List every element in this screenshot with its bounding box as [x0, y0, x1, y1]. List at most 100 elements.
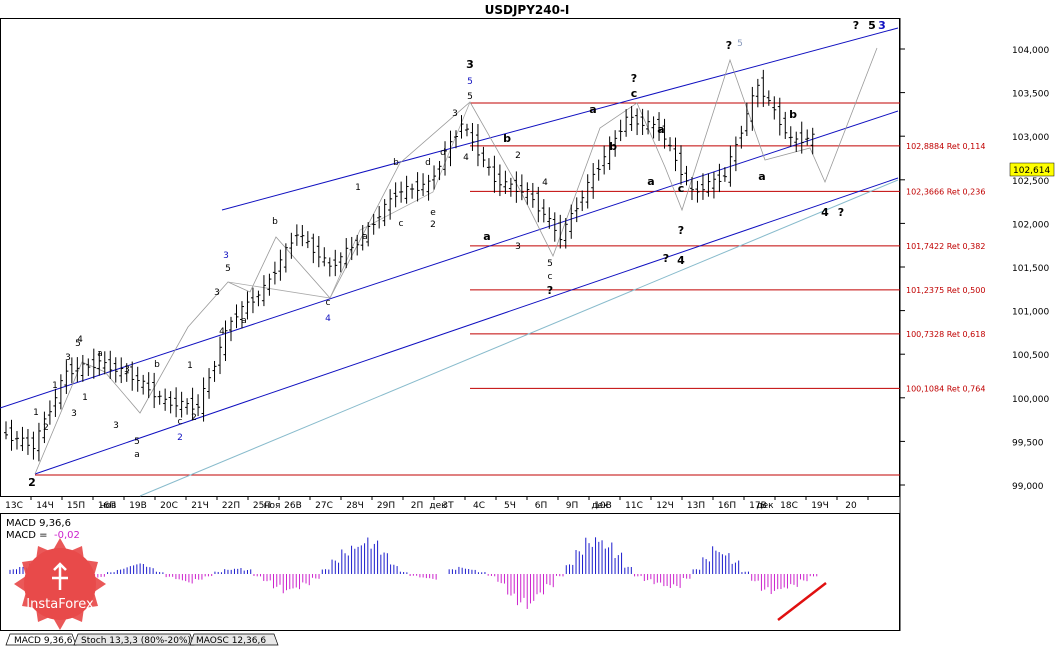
wave-label: 5 [225, 264, 231, 274]
wave-label: 2 [43, 423, 49, 433]
instaforex-logo: InstaForex [14, 538, 106, 630]
wave-label: ? [678, 224, 684, 237]
wave-label: 2 [430, 220, 436, 230]
price-tick-label: 103,000 [1012, 133, 1049, 143]
month-label: ноя [264, 501, 281, 511]
price-tick-label: 99,500 [1012, 438, 1044, 448]
wave-label: b [272, 217, 278, 227]
price-axis: 104,000 103,500 103,000 102,500 102,000 101,5… [900, 46, 1049, 492]
channel-lower-line [34, 177, 899, 475]
tab-macd[interactable] [5, 633, 77, 646]
price-tick-label: 101,500 [1012, 264, 1049, 274]
wave-label: 4 [821, 206, 829, 219]
wave-label: 5 [467, 92, 473, 102]
wave-label: b [393, 158, 399, 168]
wave-label: a [758, 170, 765, 183]
wave-label: c [178, 417, 183, 427]
time-tick-label: 5Ч [504, 501, 516, 511]
wave-label: 5 [75, 339, 81, 349]
time-tick-label: 10В [594, 501, 612, 511]
tab-maosc-label[interactable]: MAOSC 12,36,6 [196, 636, 266, 646]
time-tick-label: 16П [98, 501, 116, 511]
tab-stoch-label[interactable]: Stoch 13,3,3 (80%-20%) [81, 636, 191, 646]
wave-label: b [609, 140, 617, 153]
price-candles [4, 69, 815, 462]
chart-title: USDJPY240-I [485, 3, 570, 17]
wave-label: c [678, 182, 685, 195]
macd-label: MACD 9,36,6 [6, 518, 71, 529]
time-tick-label: 14Ч [36, 501, 54, 511]
wave-label: b [789, 108, 797, 121]
time-tick-label: 6П [535, 501, 548, 511]
fibo-label: 100,1084 Ret 0,764 [906, 384, 985, 393]
month-label: дек [591, 501, 609, 511]
wave-label: 4 [77, 335, 83, 345]
wave-label: c [399, 219, 404, 229]
wave-label: 5 [467, 77, 473, 87]
time-tick-label: 28Ч [346, 501, 364, 511]
time-tick-label: 12Ч [656, 501, 674, 511]
time-tick-label: 25П [253, 501, 271, 511]
time-tick-label: 17В [749, 501, 767, 511]
svg-text:InstaForex: InstaForex [26, 597, 94, 612]
time-tick-label: 2П [411, 501, 424, 511]
price-tick-label: 100,000 [1012, 395, 1049, 405]
time-tick-label: 16П [718, 501, 736, 511]
time-tick-label: 11С [625, 501, 643, 511]
wave-label: 2 [515, 151, 521, 161]
wave-label: 1 [82, 393, 88, 403]
wave-label: c [631, 87, 638, 100]
time-tick-label: 4С [473, 501, 485, 511]
macd-panel-frame [0, 513, 900, 631]
wave-label: 3 [71, 409, 77, 419]
tab-maosc[interactable] [189, 633, 279, 646]
wave-label: b [503, 132, 511, 145]
wave-label: 5 [737, 39, 743, 49]
fibo-label: 102,8884 Ret 0,114 [906, 142, 985, 151]
wave-label: c [548, 272, 553, 282]
price-tick-label: 104,000 [1012, 46, 1049, 56]
wave-label: 5 [868, 19, 876, 32]
current-price-marker: 102,614 [1009, 162, 1055, 177]
wave-label: 5 [547, 259, 553, 269]
macd-divergence-line [777, 582, 827, 621]
wave-label: 1 [355, 183, 361, 193]
wave-label: 3 [124, 365, 130, 375]
tab-stoch[interactable] [73, 633, 195, 646]
price-tick-label: 102,000 [1012, 220, 1049, 230]
indicator-tabs[interactable]: MACD 9,36,6 Stoch 13,3,3 (80%-20%) MAOSC… [5, 633, 279, 646]
time-tick-label: 26В [284, 501, 302, 511]
trend-channel [0, 27, 899, 497]
price-tick-label: 101,000 [1012, 308, 1049, 318]
wave-label: ? [547, 284, 553, 297]
wave-label: 3 [65, 353, 71, 363]
wave-label: a [241, 316, 247, 326]
channel-middle-line [0, 110, 899, 409]
wave-label: d [440, 148, 446, 158]
wave-label: e [430, 208, 436, 218]
wave-label: 3 [223, 251, 229, 261]
wave-label: a [483, 230, 490, 243]
wave-label: 3 [515, 242, 521, 252]
time-tick-label: 18С [780, 501, 798, 511]
wave-label: ? [726, 39, 732, 52]
wave-label: 3 [113, 421, 119, 431]
wave-label: 2 [28, 476, 36, 489]
macd-value-label: MACD = [6, 530, 48, 541]
wave-label: a [97, 349, 103, 359]
wave-label: 3 [878, 19, 886, 32]
time-tick-label: 22П [222, 501, 240, 511]
wave-label: 4 [542, 178, 548, 188]
month-label: нов [100, 501, 117, 511]
channel-upper-line [221, 27, 899, 211]
tab-macd-label[interactable]: MACD 9,36,6 [14, 636, 73, 646]
macd-value: -0,02 [54, 530, 80, 541]
time-tick-label: 29П [377, 501, 395, 511]
time-tick-label: 20 [845, 501, 857, 511]
time-tick-label: 19В [129, 501, 147, 511]
wave-label: 3 [214, 288, 220, 298]
wave-label: ? [663, 252, 669, 265]
fibo-label: 101,7422 Ret 0,382 [906, 242, 985, 251]
month-label: дек [756, 501, 774, 511]
wave-labels: 212135431a335abc2123354ab4c1abcde2d35534… [28, 19, 886, 489]
